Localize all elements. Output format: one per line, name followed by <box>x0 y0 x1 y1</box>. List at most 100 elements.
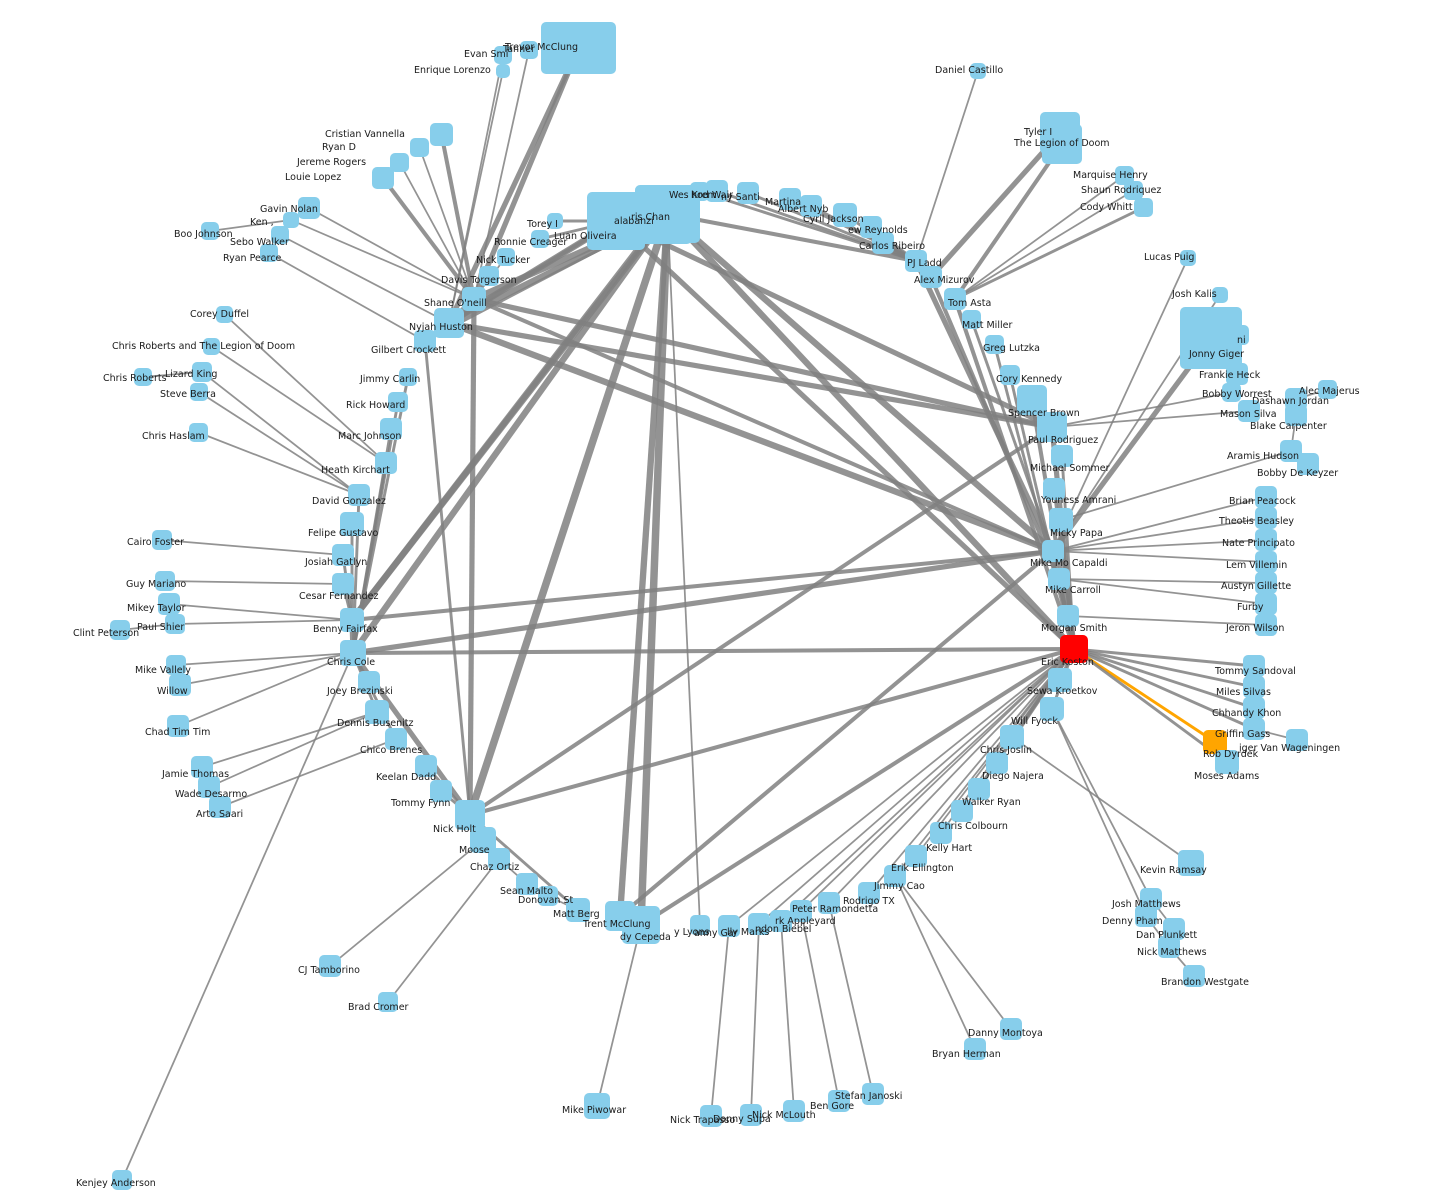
graph-node-greg-lutzka[interactable] <box>985 335 1004 354</box>
graph-node-matt-miller[interactable] <box>962 310 981 329</box>
graph-node-paul-shier[interactable] <box>165 614 185 634</box>
graph-node-dennis-busenitz[interactable] <box>365 700 389 724</box>
graph-node-marc-johnson[interactable] <box>380 418 402 440</box>
graph-node-cairo-foster[interactable] <box>152 530 172 550</box>
graph-node-billy-marks[interactable] <box>748 913 770 935</box>
graph-node-heath-kirchart[interactable] <box>375 452 397 474</box>
graph-node-cj-tamborino[interactable] <box>319 955 341 977</box>
graph-node-kevin-ramsay[interactable] <box>1178 850 1204 876</box>
graph-node-felipe-gustavo[interactable] <box>340 512 364 536</box>
graph-node-matt-bergen[interactable] <box>566 898 590 922</box>
graph-node-brad-cromer[interactable] <box>378 992 398 1012</box>
graph-node-nick-holt[interactable] <box>455 800 485 830</box>
graph-node-manny-santiago[interactable] <box>737 182 759 204</box>
graph-node-josh-matthews[interactable] <box>1140 888 1162 910</box>
graph-node-legion-of-doom[interactable] <box>1042 124 1082 164</box>
graph-node-corey-duffel[interactable] <box>216 306 233 323</box>
graph-node-kelly-hart[interactable] <box>930 822 952 844</box>
graph-node-lizard-king[interactable] <box>192 362 212 382</box>
graph-node-joey-brezinski[interactable] <box>358 671 380 693</box>
graph-node-michael-sommer[interactable] <box>1051 445 1073 467</box>
graph-node-peter-ramondetta[interactable] <box>818 892 840 914</box>
graph-node-david-gonzalez[interactable] <box>348 484 370 506</box>
graph-node-jeron-wilson[interactable] <box>1255 614 1277 636</box>
graph-node-bobby-de-keyzer[interactable] <box>1297 453 1319 475</box>
graph-node-griffin-gass[interactable] <box>1243 718 1265 740</box>
graph-node-kenny-anderson[interactable] <box>112 1170 132 1190</box>
graph-node-boo-johnson[interactable] <box>201 222 219 240</box>
graph-node-diego-najera[interactable] <box>986 752 1008 774</box>
graph-node-morgan-smith[interactable] <box>1057 605 1079 627</box>
graph-node-denny-pham[interactable] <box>1135 905 1157 927</box>
graph-node-nick-tucker[interactable] <box>497 248 515 266</box>
graph-node-spencer-brown[interactable] <box>1017 385 1047 415</box>
graph-node-tommy-sandoval[interactable] <box>1243 655 1265 677</box>
graph-node-aramis-hudson[interactable] <box>1280 440 1302 462</box>
graph-node-torey-l[interactable] <box>547 213 563 229</box>
graph-node-danny-supa[interactable] <box>740 1104 762 1126</box>
graph-node-will-fyock[interactable] <box>1040 697 1064 721</box>
graph-node-bobby-worrest[interactable] <box>1222 383 1241 402</box>
graph-node-chris-colbourn[interactable] <box>951 800 973 822</box>
graph-node-brian-peacock[interactable] <box>1255 486 1277 508</box>
graph-node-alex-mizurov[interactable] <box>920 266 942 288</box>
graph-node-chhandy-khon[interactable] <box>1243 697 1265 719</box>
graph-node-ken[interactable] <box>283 212 299 228</box>
graph-node-ty-lyons[interactable] <box>690 915 710 935</box>
graph-node-guy-mariano[interactable] <box>155 571 175 591</box>
graph-node-sebo-walker[interactable] <box>271 226 289 244</box>
graph-node-blake-carpenter[interactable] <box>1285 404 1307 426</box>
graph-node-donovan-st[interactable] <box>538 886 558 906</box>
graph-node-clint-peterson[interactable] <box>110 620 130 640</box>
graph-node-sewa-kroetkov[interactable] <box>1048 668 1072 692</box>
graph-node-paul-rodriguez[interactable] <box>1037 412 1067 442</box>
graph-node-jereme-rogers[interactable] <box>390 153 409 172</box>
graph-node-nick-matthews[interactable] <box>1158 936 1180 958</box>
graph-node-ryan-pearce[interactable] <box>260 244 278 262</box>
graph-node-nick-mclouth[interactable] <box>783 1100 805 1122</box>
graph-node-micky-papa[interactable] <box>1049 508 1073 532</box>
graph-node-nyjah-huston[interactable] <box>434 308 464 338</box>
graph-node-sean-malto[interactable] <box>516 873 538 895</box>
graph-node-willow[interactable] <box>169 674 191 696</box>
graph-node-ben-gore[interactable] <box>828 1090 850 1112</box>
graph-node-mike-piwowar[interactable] <box>584 1093 610 1119</box>
graph-node-giger2[interactable] <box>1229 325 1249 345</box>
graph-node-gavin-nolan[interactable] <box>298 197 320 219</box>
graph-node-frankie-heck[interactable] <box>1226 363 1248 385</box>
graph-node-louie-lopez[interactable] <box>372 167 394 189</box>
graph-node-mark-appleyard[interactable] <box>790 900 812 922</box>
graph-node-erik-ellington[interactable] <box>905 845 927 867</box>
graph-node-josh-kalis[interactable] <box>1212 287 1228 303</box>
graph-node-nick-trapasso[interactable] <box>700 1105 722 1127</box>
graph-node-danny-garcia[interactable] <box>718 915 740 937</box>
graph-node-marquise-henry[interactable] <box>1115 166 1134 185</box>
graph-node-ronnie-creager[interactable] <box>531 230 549 248</box>
graph-node-cory-kennedy[interactable] <box>1000 365 1020 385</box>
graph-node-benny-fairfax[interactable] <box>340 608 364 632</box>
graph-node-geiger-van-wageningen[interactable] <box>1286 729 1308 751</box>
graph-node-ryan-d[interactable] <box>410 138 429 157</box>
graph-node-chico-brenes[interactable] <box>385 728 407 750</box>
graph-node-lem-villemin[interactable] <box>1255 551 1277 573</box>
graph-node-chris-cole[interactable] <box>340 640 366 666</box>
graph-node-rodrigo-tx[interactable] <box>858 882 880 904</box>
graph-node-alec-majerus[interactable] <box>1318 380 1337 399</box>
graph-node-mike-mo-capaldi[interactable] <box>1042 540 1064 562</box>
graph-node-wes-kremer[interactable] <box>690 182 709 201</box>
graph-node-ishod-wair[interactable] <box>706 180 728 202</box>
graph-node-carlos-ribeiro[interactable] <box>872 232 894 254</box>
graph-node-danny-montoya[interactable] <box>1000 1018 1022 1040</box>
graph-node-tanner[interactable] <box>520 41 538 59</box>
graph-node-arto-saari[interactable] <box>209 796 231 818</box>
graph-node-shaun-rodriquez[interactable] <box>1124 181 1143 200</box>
graph-node-cyril-jackson[interactable] <box>833 203 857 227</box>
graph-node-furby[interactable] <box>1255 593 1277 615</box>
graph-node-moses-adams[interactable] <box>1215 750 1239 774</box>
graph-node-cristian-vannella[interactable] <box>430 123 453 146</box>
graph-node-nate-principato[interactable] <box>1255 529 1277 551</box>
graph-node-balabanzi[interactable] <box>632 192 692 244</box>
graph-node-youness-amrani[interactable] <box>1043 478 1065 500</box>
graph-node-cody-cepeda[interactable] <box>622 906 660 944</box>
graph-node-lucas-puig[interactable] <box>1180 250 1196 266</box>
